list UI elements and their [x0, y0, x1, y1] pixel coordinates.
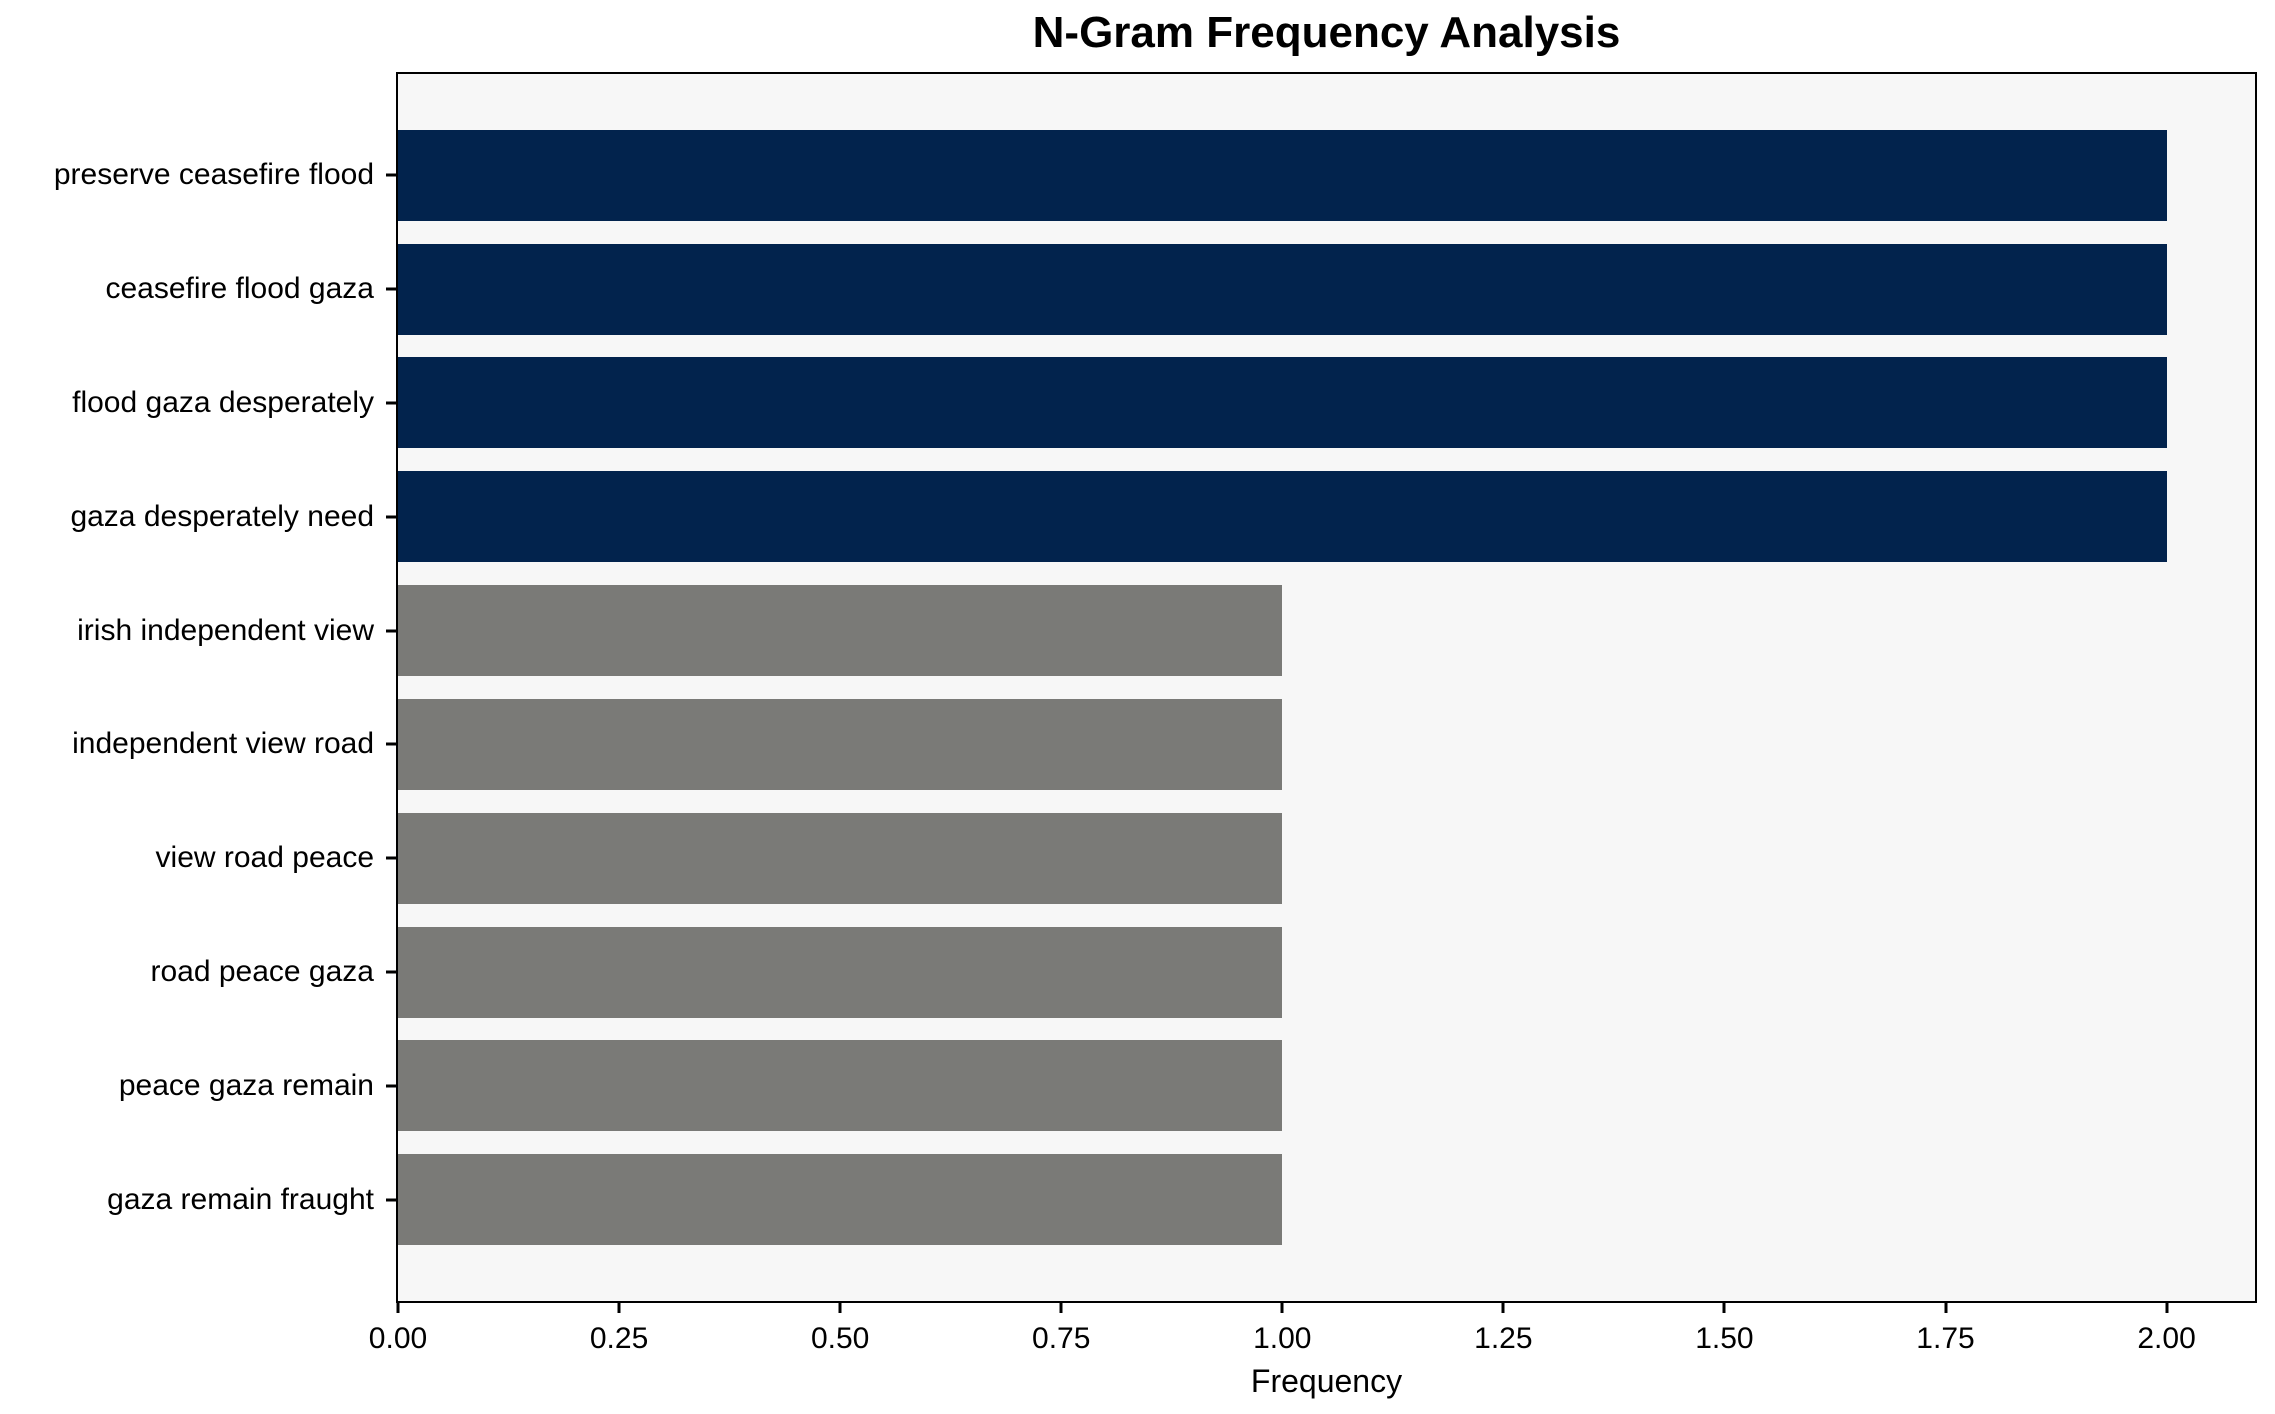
x-tick-mark: [617, 1301, 621, 1313]
x-tick-mark: [1944, 1301, 1947, 1313]
y-tick-mark: [386, 515, 398, 519]
y-tick-mark: [386, 856, 398, 860]
y-tick-mark: [386, 629, 398, 633]
y-tick-label: flood gaza desperately: [72, 385, 374, 419]
bar-gaza-desperately-need: [398, 471, 2167, 563]
y-tick-label: peace gaza remain: [118, 1068, 374, 1102]
y-tick-label: view road peace: [155, 841, 374, 875]
x-tick-label: 0.25: [589, 1322, 649, 1355]
y-tick-label: preserve ceasefire flood: [53, 158, 374, 192]
x-tick-mark: [1722, 1301, 1726, 1313]
y-tick-mark: [386, 742, 398, 746]
bar-view-road-peace: [398, 812, 1283, 904]
y-tick-label: irish independent view: [77, 613, 374, 647]
bar-preserve-ceasefire-flood: [398, 129, 2167, 221]
y-tick-label: ceasefire flood gaza: [105, 272, 374, 306]
x-tick-mark: [1059, 1301, 1063, 1313]
x-tick-label: 0.75: [1032, 1322, 1091, 1355]
x-tick-mark: [1501, 1301, 1505, 1313]
x-tick-label: 0.00: [368, 1322, 428, 1355]
y-tick-mark: [386, 1198, 398, 1202]
bar-flood-gaza-desperately: [398, 357, 2167, 449]
x-tick-label: 1.75: [1916, 1322, 1975, 1355]
y-tick-label: gaza desperately need: [70, 499, 374, 533]
y-tick-mark: [386, 401, 398, 405]
bar-ceasefire-flood-gaza: [398, 243, 2167, 335]
y-tick-mark: [386, 1084, 398, 1088]
y-tick-label: road peace gaza: [150, 955, 374, 989]
x-tick-label: 1.50: [1695, 1322, 1754, 1355]
y-tick-mark: [386, 287, 398, 291]
x-tick-label: 0.50: [810, 1322, 870, 1355]
x-tick-mark: [2165, 1301, 2169, 1313]
x-tick-mark: [396, 1301, 400, 1313]
bar-irish-independent-view: [398, 585, 1283, 677]
bar-peace-gaza-remain: [398, 1040, 1283, 1132]
x-tick-label: 1.00: [1253, 1322, 1312, 1355]
chart-title: N-Gram Frequency Analysis: [1032, 8, 1621, 57]
y-tick-label: independent view road: [72, 727, 374, 761]
x-tick-label: 2.00: [2137, 1322, 2196, 1355]
y-tick-label: gaza remain fraught: [107, 1182, 374, 1216]
plot-area: N-Gram Frequency Analysis Frequency pres…: [54, 8, 2257, 1399]
bar-gaza-remain-fraught: [398, 1154, 1283, 1246]
y-tick-mark: [386, 173, 398, 177]
y-tick-mark: [386, 970, 398, 974]
x-tick-label: 1.25: [1474, 1322, 1533, 1355]
x-axis-label: Frequency: [1250, 1363, 1403, 1399]
bar-road-peace-gaza: [398, 926, 1283, 1018]
bar-independent-view-road: [398, 698, 1283, 790]
x-tick-mark: [838, 1301, 842, 1313]
x-tick-mark: [1280, 1301, 1284, 1313]
